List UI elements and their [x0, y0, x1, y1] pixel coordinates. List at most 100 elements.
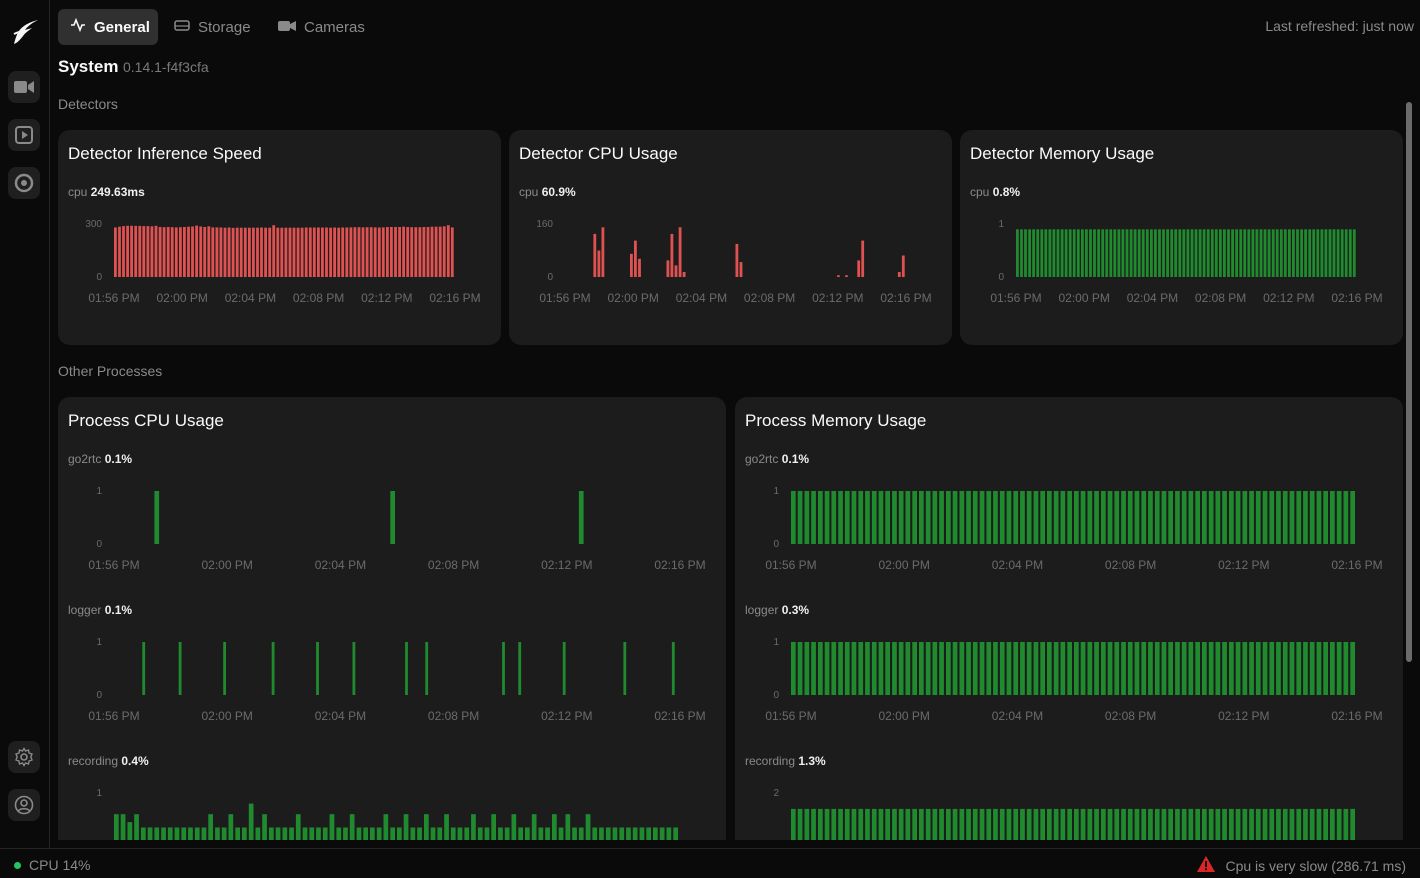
chart-bar: [804, 491, 810, 544]
detector-memory-card: Detector Memory Usage cpu 0.8% 0 1 01:56 P…: [960, 130, 1403, 345]
scrollbar-thumb[interactable]: [1406, 102, 1412, 662]
chart-bar: [127, 822, 133, 840]
chart-bar: [871, 808, 877, 840]
chart-bar: [288, 227, 292, 277]
chart-bar: [932, 642, 938, 695]
chart-bar: [271, 642, 275, 695]
chart-bar: [336, 827, 342, 840]
chart-bar: [211, 227, 215, 277]
chart-bar: [1181, 808, 1187, 840]
chart-bar: [1114, 808, 1120, 840]
chart-bar: [666, 260, 670, 277]
chart-bar: [565, 814, 571, 840]
chart-bar: [1229, 491, 1234, 544]
chart-bar: [811, 808, 816, 840]
live-view-icon[interactable]: [8, 71, 40, 103]
chart-bar: [646, 827, 651, 840]
frigate-logo-icon[interactable]: [10, 14, 40, 48]
chart-bar: [114, 814, 119, 840]
chart-bar: [1309, 808, 1315, 840]
chart-bar: [572, 827, 577, 840]
review-icon[interactable]: [8, 119, 40, 151]
chart-bar: [857, 260, 861, 277]
metric-label: cpu 0.8%: [970, 185, 1021, 199]
chart-bar: [1026, 808, 1032, 840]
chart-bar: [1343, 642, 1349, 695]
chart-bar: [1330, 491, 1335, 544]
chart-bar: [1074, 642, 1079, 695]
chart-bar: [946, 808, 951, 840]
chart-bar: [824, 642, 830, 695]
chart-bar: [252, 227, 255, 277]
chart-bar: [167, 827, 173, 840]
chart-bar: [1208, 491, 1214, 544]
chart-bar: [1052, 229, 1056, 277]
chart-bar: [871, 642, 877, 695]
chart-bar: [1148, 808, 1153, 840]
account-avatar-icon[interactable]: [8, 789, 40, 821]
x-tick-label: 02:16 PM: [1331, 709, 1382, 723]
chart-bar: [390, 227, 393, 277]
x-tick-label: 02:00 PM: [1059, 291, 1110, 305]
y-tick-label: 0: [773, 539, 779, 550]
x-tick-label: 02:16 PM: [429, 291, 480, 305]
chart-bar: [248, 227, 251, 277]
chart-bar: [1026, 491, 1032, 544]
chart-bar: [1060, 229, 1064, 277]
chart-bar: [905, 808, 911, 840]
chart-bar: [818, 491, 823, 544]
explore-icon[interactable]: [8, 167, 40, 199]
chart-bar: [1081, 229, 1084, 277]
settings-gear-icon[interactable]: [8, 741, 40, 773]
chart-bar: [491, 814, 496, 840]
chart-bar: [498, 827, 503, 840]
chart-bar: [208, 814, 213, 840]
cpu-warning[interactable]: Cpu is very slow (286.71 ms): [1197, 856, 1406, 875]
proc-mem-logger-chart: 0 1 01:56 PM 02:00 PM 02:04 PM 02:08 PM 02:12 …: [745, 636, 1393, 730]
chart-bar: [1303, 808, 1308, 840]
chart-bar: [1040, 491, 1045, 544]
chart-bar: [1276, 642, 1281, 695]
chart-bar: [1202, 808, 1207, 840]
activity-icon: [70, 17, 86, 36]
tab-general[interactable]: General: [58, 9, 158, 45]
chart-bar: [538, 827, 544, 840]
chart-bar: [1047, 491, 1052, 544]
chart-bar: [390, 827, 395, 840]
chart-bar: [979, 642, 985, 695]
chart-bar: [1114, 491, 1120, 544]
y-tick-label: 300: [85, 219, 102, 230]
chart-bar: [804, 808, 810, 840]
card-title: Detector Memory Usage: [970, 144, 1155, 163]
chart-bar: [1223, 229, 1226, 277]
scrollbar[interactable]: [1404, 94, 1414, 840]
chart-bar: [682, 272, 686, 277]
chart-bar: [1127, 642, 1133, 695]
tab-cameras[interactable]: Cameras: [266, 9, 377, 45]
chart-bar: [1089, 229, 1092, 277]
chart-bar: [223, 227, 227, 277]
x-tick-label: 02:16 PM: [1331, 558, 1382, 572]
chart-bar: [296, 227, 300, 277]
chart-bar: [242, 827, 247, 840]
chart-bar: [1296, 808, 1302, 840]
chart-bar: [414, 227, 418, 277]
chart-bar: [1350, 808, 1355, 840]
chart-bar: [939, 808, 944, 840]
x-tick-label: 02:12 PM: [1218, 709, 1269, 723]
chart-bar: [317, 227, 320, 277]
tab-storage[interactable]: Storage: [162, 9, 263, 45]
sidebar: [0, 0, 50, 848]
chart-bar: [831, 642, 837, 695]
chart-bar: [791, 491, 796, 544]
chart-bar: [1308, 229, 1312, 277]
chart-bar: [824, 491, 830, 544]
chart-bar: [892, 808, 897, 840]
chart-bar: [221, 827, 227, 840]
chart-bar: [1067, 808, 1072, 840]
chart-bar: [844, 642, 850, 695]
cpu-warning-text: Cpu is very slow (286.71 ms): [1225, 857, 1406, 874]
chart-bar: [578, 827, 584, 840]
chart-bar: [223, 642, 226, 695]
chart-bar: [1105, 229, 1109, 277]
